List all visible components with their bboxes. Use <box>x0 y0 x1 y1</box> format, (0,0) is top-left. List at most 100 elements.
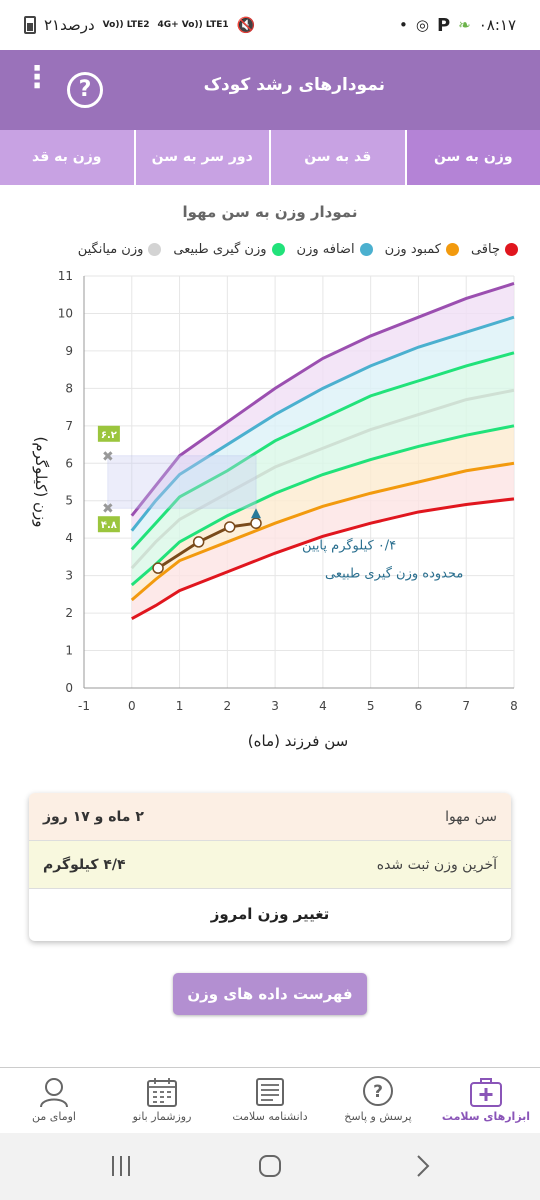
nav-label: دانشنامه سلامت <box>232 1110 308 1123</box>
weight-data-list-button[interactable]: فهرست داده های وزن مهوا <box>173 973 367 1045</box>
normal-range-annotation: محدوده وزن گیری طبیعی <box>325 566 463 582</box>
nav-qa[interactable]: ? پرسش و پاسخ <box>324 1068 432 1133</box>
series-line-over <box>130 315 515 532</box>
leaf-icon: ❧ <box>458 16 471 34</box>
y-tick-label: 9 <box>65 344 73 358</box>
range-low-badge <box>97 516 120 533</box>
status-left: ۲۱درصد Vo)) LTE2 4G+ Vo)) LTE1 🔇 <box>24 16 255 34</box>
notification-dot-icon: • <box>398 16 408 34</box>
legend-label: کمبود وزن <box>384 242 441 257</box>
range-high-marker: ✖ <box>102 449 114 465</box>
instagram-icon: ◎ <box>415 16 429 34</box>
legend-average[interactable]: وزن میانگین <box>78 242 162 257</box>
child-weight-point <box>152 562 164 574</box>
legend-underweight[interactable]: کمبود وزن <box>385 242 459 257</box>
range-low-label: ۴.۸ <box>101 520 117 531</box>
tab-head-age[interactable]: دور سر به سن <box>133 130 269 185</box>
y-tick-label: 11 <box>58 269 73 283</box>
chart-legend: چاقی کمبود وزن اضافه وزن وزن گیری طبیعی … <box>10 242 518 257</box>
question-bubble-icon: ? <box>324 1074 432 1110</box>
y-tick-label: 3 <box>65 569 73 583</box>
series-line-severe <box>131 497 515 621</box>
signal-lte1-icon: 4G+ Vo)) LTE1 <box>157 20 229 30</box>
series-line-under <box>130 461 515 602</box>
growth-chart: -1 0 1 2 3 4 5 6 7 8 0 1 2 3 4 5 6 7 8 9 10 11 ✖ ✖ ۶.۲ ۴.۸ ۰/۴ کیل… <box>32 269 518 750</box>
series-line-normal_low <box>130 424 515 587</box>
page-title: نمودارهای رشد کودک <box>203 75 385 95</box>
legend-obese[interactable]: چاقی <box>471 242 518 257</box>
info-card: سن مهوا ۲ ماه و ۱۷ روز آخرین وزن ثبت شده… <box>29 793 511 941</box>
age-row: سن مهوا ۲ ماه و ۱۷ روز <box>29 793 511 841</box>
chart-title: نمودار وزن به سن مهوا <box>182 203 358 221</box>
tab-weight-height[interactable]: وزن به قد <box>0 130 134 185</box>
profile-icon <box>0 1074 108 1110</box>
series-line-normal_high <box>130 351 515 551</box>
y-tick-label: 0 <box>65 681 73 695</box>
legend-normal[interactable]: وزن گیری طبیعی <box>173 242 285 257</box>
weight-value: ۴/۴ کیلوگرم <box>43 856 126 873</box>
legend-label: وزن گیری طبیعی <box>173 242 267 257</box>
status-bar: ۲۱درصد Vo)) LTE2 4G+ Vo)) LTE1 🔇 • ◎ P ❧… <box>0 0 540 50</box>
x-tick-label: -1 <box>78 699 90 713</box>
x-tick-label: 1 <box>176 699 184 713</box>
range-high-label: ۶.۲ <box>101 430 117 441</box>
child-weight-point <box>223 521 236 533</box>
newspaper-icon <box>216 1074 324 1110</box>
deficit-annotation: ۰/۴ کیلوگرم پایین <box>302 537 396 553</box>
age-label: سن مهوا <box>445 808 497 825</box>
weight-label: آخرین وزن ثبت شده <box>376 856 497 873</box>
y-tick-label: 1 <box>65 644 73 658</box>
legend-dot <box>359 243 373 256</box>
age-value: ۲ ماه و ۱۷ روز <box>43 808 144 825</box>
nav-encyclopedia[interactable]: دانشنامه سلامت <box>216 1068 324 1133</box>
band-under <box>131 463 514 619</box>
signal-lte2-icon: Vo)) LTE2 <box>102 20 150 30</box>
x-tick-label: 3 <box>271 699 279 713</box>
weight-row: آخرین وزن ثبت شده ۴/۴ کیلوگرم <box>29 841 511 889</box>
home-icon[interactable] <box>255 1151 285 1181</box>
legend-dot <box>505 243 518 256</box>
system-nav <box>0 1133 540 1200</box>
y-tick-label: 5 <box>65 494 73 508</box>
svg-text:?: ? <box>373 1082 383 1102</box>
range-low-marker: ✖ <box>102 501 114 517</box>
back-icon[interactable] <box>408 1151 438 1181</box>
y-tick-label: 2 <box>65 606 73 620</box>
calendar-icon <box>108 1074 216 1110</box>
nav-profile[interactable]: اومای من <box>0 1068 108 1133</box>
x-tick-label: 4 <box>319 699 327 713</box>
x-axis-label: سن فرزند (ماه) <box>248 732 348 750</box>
legend-overweight[interactable]: اضافه وزن <box>297 242 373 257</box>
child-weight-point <box>192 536 205 548</box>
x-tick-label: 8 <box>510 699 518 713</box>
band-obese <box>131 283 514 531</box>
more-options-icon[interactable]: ⋮ <box>22 60 52 95</box>
band-normal_high <box>131 352 514 569</box>
nav-calendar[interactable]: روزشمار بانو <box>108 1068 216 1133</box>
y-axis-label: وزن (کیلوگرم) <box>32 436 50 527</box>
nav-label: ابزارهای سلامت <box>441 1110 531 1123</box>
band-average <box>131 390 514 585</box>
y-tick-label: 8 <box>65 381 73 395</box>
x-tick-label: 6 <box>415 699 423 713</box>
help-icon[interactable]: ? <box>67 72 103 108</box>
legend-label: اضافه وزن <box>296 242 355 257</box>
band-over <box>131 317 514 550</box>
status-right: • ◎ P ❧ ۰۸:۱۷ <box>399 15 516 36</box>
recent-apps-icon[interactable] <box>106 1151 136 1181</box>
deficit-arrow-head <box>251 508 261 519</box>
chart-tabs: وزن به سن قد به سن دور سر به سن وزن به ق… <box>0 130 540 185</box>
change-weight-button[interactable]: تغییر وزن امروز <box>210 905 330 923</box>
battery-text: ۲۱درصد <box>44 16 95 34</box>
tab-height-age[interactable]: قد به سن <box>269 130 405 185</box>
x-tick-label: 7 <box>462 699 470 713</box>
nav-label: اومای من <box>32 1110 76 1123</box>
x-tick-label: 2 <box>224 699 232 713</box>
x-tick-label: 5 <box>367 699 375 713</box>
y-tick-label: 10 <box>58 306 73 320</box>
tab-weight-age[interactable]: وزن به سن <box>404 130 540 185</box>
nav-health-tools[interactable]: ابزارهای سلامت <box>432 1068 540 1133</box>
app-p-icon: P <box>436 14 451 36</box>
medical-kit-icon <box>432 1074 540 1110</box>
app-bar: ⋮ ? نمودارهای رشد کودک <box>0 50 540 130</box>
